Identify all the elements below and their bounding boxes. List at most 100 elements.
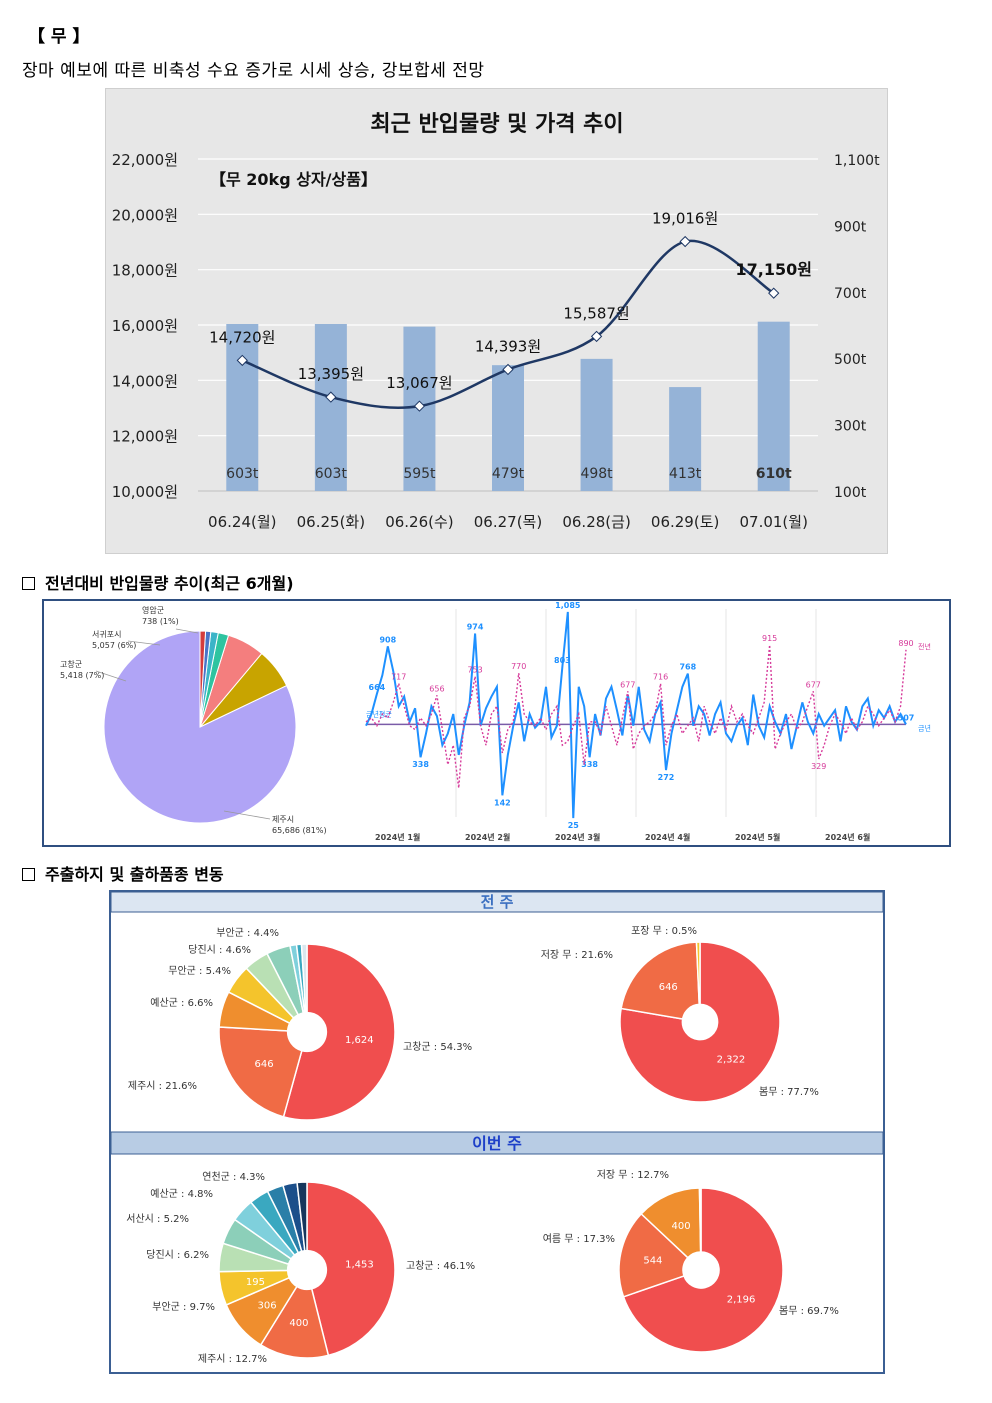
point-label: 770 xyxy=(511,662,526,671)
pie-label: 고창군 5,418 (7%) xyxy=(60,660,104,680)
donut-label: 서산시 : 5.2% xyxy=(126,1213,189,1225)
donut-label: 연천군 : 4.3% xyxy=(202,1171,265,1183)
y-left-tick-label: 20,000원 xyxy=(112,206,178,224)
pie-label-value: 5,057 (6%) xyxy=(92,641,136,650)
y-right-tick-label: 500t xyxy=(834,352,867,368)
volume-bar-label: 603t xyxy=(315,466,348,482)
price-volume-svg: 최근 반입물량 및 가격 추이 【무 20kg 상자/상품】 10,000원 12,0… xyxy=(112,112,880,531)
x-tick-label: 2024년 1월 xyxy=(375,832,420,842)
x-tick-label: 2024년 6월 xyxy=(825,832,870,842)
donut-hole xyxy=(682,1251,720,1289)
point-label: 656 xyxy=(429,684,444,693)
volume-bar-label: 595t xyxy=(403,466,436,482)
donut-label: 봄무 : 69.7% xyxy=(779,1305,839,1317)
donut-hole xyxy=(287,1250,327,1290)
donut-label: 봄무 : 77.7% xyxy=(759,1086,819,1098)
prev-week-title: 전 주 xyxy=(481,893,514,911)
y-right-tick-label: 300t xyxy=(834,419,867,435)
pie-label: 서귀포시 5,057 (6%) xyxy=(92,629,136,650)
donut-inner-label: 2,196 xyxy=(727,1295,756,1306)
point-label: 664 xyxy=(369,683,386,692)
shipping-svg: 전 주이번 주 1,624 646 고창군 : 54.3% 제주시 : 21.6% 예산군… xyxy=(110,891,884,1365)
x-tick-label: 06.26(수) xyxy=(385,513,453,531)
checkbox-icon xyxy=(22,868,35,881)
pie-label-name: 영암군 xyxy=(142,605,164,615)
price-label: 19,016원 xyxy=(652,210,718,228)
point-label: 716 xyxy=(653,673,668,682)
x-tick-label: 2024년 5월 xyxy=(735,832,780,842)
donut-slice xyxy=(619,941,781,1103)
volume-bar xyxy=(226,324,259,491)
y-right-tick-label: 700t xyxy=(834,286,867,302)
item-description: 장마 예보에 따른 비축성 수요 증가로 시세 상승, 강보합세 전망 xyxy=(22,61,485,81)
donut-inner-label: 1,624 xyxy=(345,1035,374,1046)
point-label: 507 xyxy=(898,713,915,722)
price-label: 14,393원 xyxy=(475,337,541,355)
y-left-tick-label: 12,000원 xyxy=(112,428,178,446)
volume-bar-label: 479t xyxy=(492,466,525,482)
donut-inner-label: 2,322 xyxy=(717,1055,746,1066)
y-left-tick-label: 22,000원 xyxy=(112,151,178,169)
y-right-tick-label: 1,100t xyxy=(834,153,880,169)
donut-label: 예산군 : 6.6% xyxy=(150,997,213,1009)
donut-slice xyxy=(218,1026,303,1118)
mean-label: 금년평균 xyxy=(366,709,392,718)
chart-title: 최근 반입물량 및 가격 추이 xyxy=(370,112,623,137)
pie-leader-line xyxy=(175,628,199,634)
price-marker xyxy=(502,363,514,376)
price-marker xyxy=(413,400,426,412)
donut-inner-label: 400 xyxy=(289,1318,308,1329)
point-label: 272 xyxy=(658,773,675,782)
point-label: 677 xyxy=(620,680,635,689)
point-label: 908 xyxy=(379,635,396,644)
donut-hole xyxy=(287,1012,327,1052)
last-year-line xyxy=(365,644,907,789)
price-label: 17,150원 xyxy=(735,260,811,279)
donut-hole xyxy=(682,1004,718,1040)
donut-inner-label: 306 xyxy=(258,1301,277,1312)
point-label: 753 xyxy=(467,666,482,675)
pie-leader-line xyxy=(223,810,271,820)
x-tick-label: 07.01(월) xyxy=(739,513,807,531)
volume-bar xyxy=(669,387,702,491)
point-label: 890 xyxy=(898,639,913,648)
donut-label: 당진시 : 6.2% xyxy=(146,1249,209,1261)
point-label: 338 xyxy=(412,760,429,769)
donut-label: 제주시 : 12.7% xyxy=(198,1353,267,1365)
donut-inner-label: 544 xyxy=(643,1256,662,1267)
chart-subtitle: 【무 20kg 상자/상품】 xyxy=(210,170,377,189)
volume-bar-label: 603t xyxy=(226,466,259,482)
donut-label: 저장 무 : 12.7% xyxy=(597,1169,669,1181)
pie-label-name: 고창군 xyxy=(60,660,82,669)
donut-slice xyxy=(620,941,701,1020)
point-label: 1,085 xyxy=(555,601,581,610)
yoy-panel: 제주시 65,686 (81%) 고창군 5,418 (7%) 서귀포시 5,057 (6… xyxy=(42,599,951,847)
price-marker xyxy=(236,354,248,367)
pie-label-name: 제주시 xyxy=(272,815,294,824)
x-tick-label: 06.27(목) xyxy=(474,513,542,531)
price-marker xyxy=(768,287,780,299)
pie-leader-line xyxy=(95,670,127,682)
x-tick-label: 2024년 4월 xyxy=(645,832,690,842)
x-tick-label: 06.25(화) xyxy=(297,513,365,531)
point-label: 677 xyxy=(806,680,821,689)
yoy-section-title: 전년대비 반입물량 추이(최근 6개월) xyxy=(45,574,294,593)
x-tick-label: 2024년 3월 xyxy=(555,832,600,842)
point-label: 974 xyxy=(467,623,484,632)
pie-label-value: 738 (1%) xyxy=(142,617,179,626)
this-week-title: 이번 주 xyxy=(472,1134,522,1153)
volume-bar xyxy=(492,365,524,491)
pie-label: 제주시 65,686 (81%) xyxy=(272,815,327,835)
donut-label: 고창군 : 54.3% xyxy=(403,1041,472,1053)
series-end-label: 금년 xyxy=(918,723,931,732)
pie-label-value: 5,418 (7%) xyxy=(60,671,104,680)
item-title: 【 무 】 xyxy=(28,27,90,47)
point-label: 768 xyxy=(679,663,696,672)
donut-label: 저장 무 : 21.6% xyxy=(541,949,613,961)
price-label: 14,720원 xyxy=(209,328,275,346)
volume-bar-label: 610t xyxy=(756,466,792,482)
y-left-tick-label: 10,000원 xyxy=(112,483,178,501)
point-label: 142 xyxy=(494,798,511,807)
price-marker xyxy=(590,330,603,343)
x-tick-label: 2024년 2월 xyxy=(465,832,510,842)
